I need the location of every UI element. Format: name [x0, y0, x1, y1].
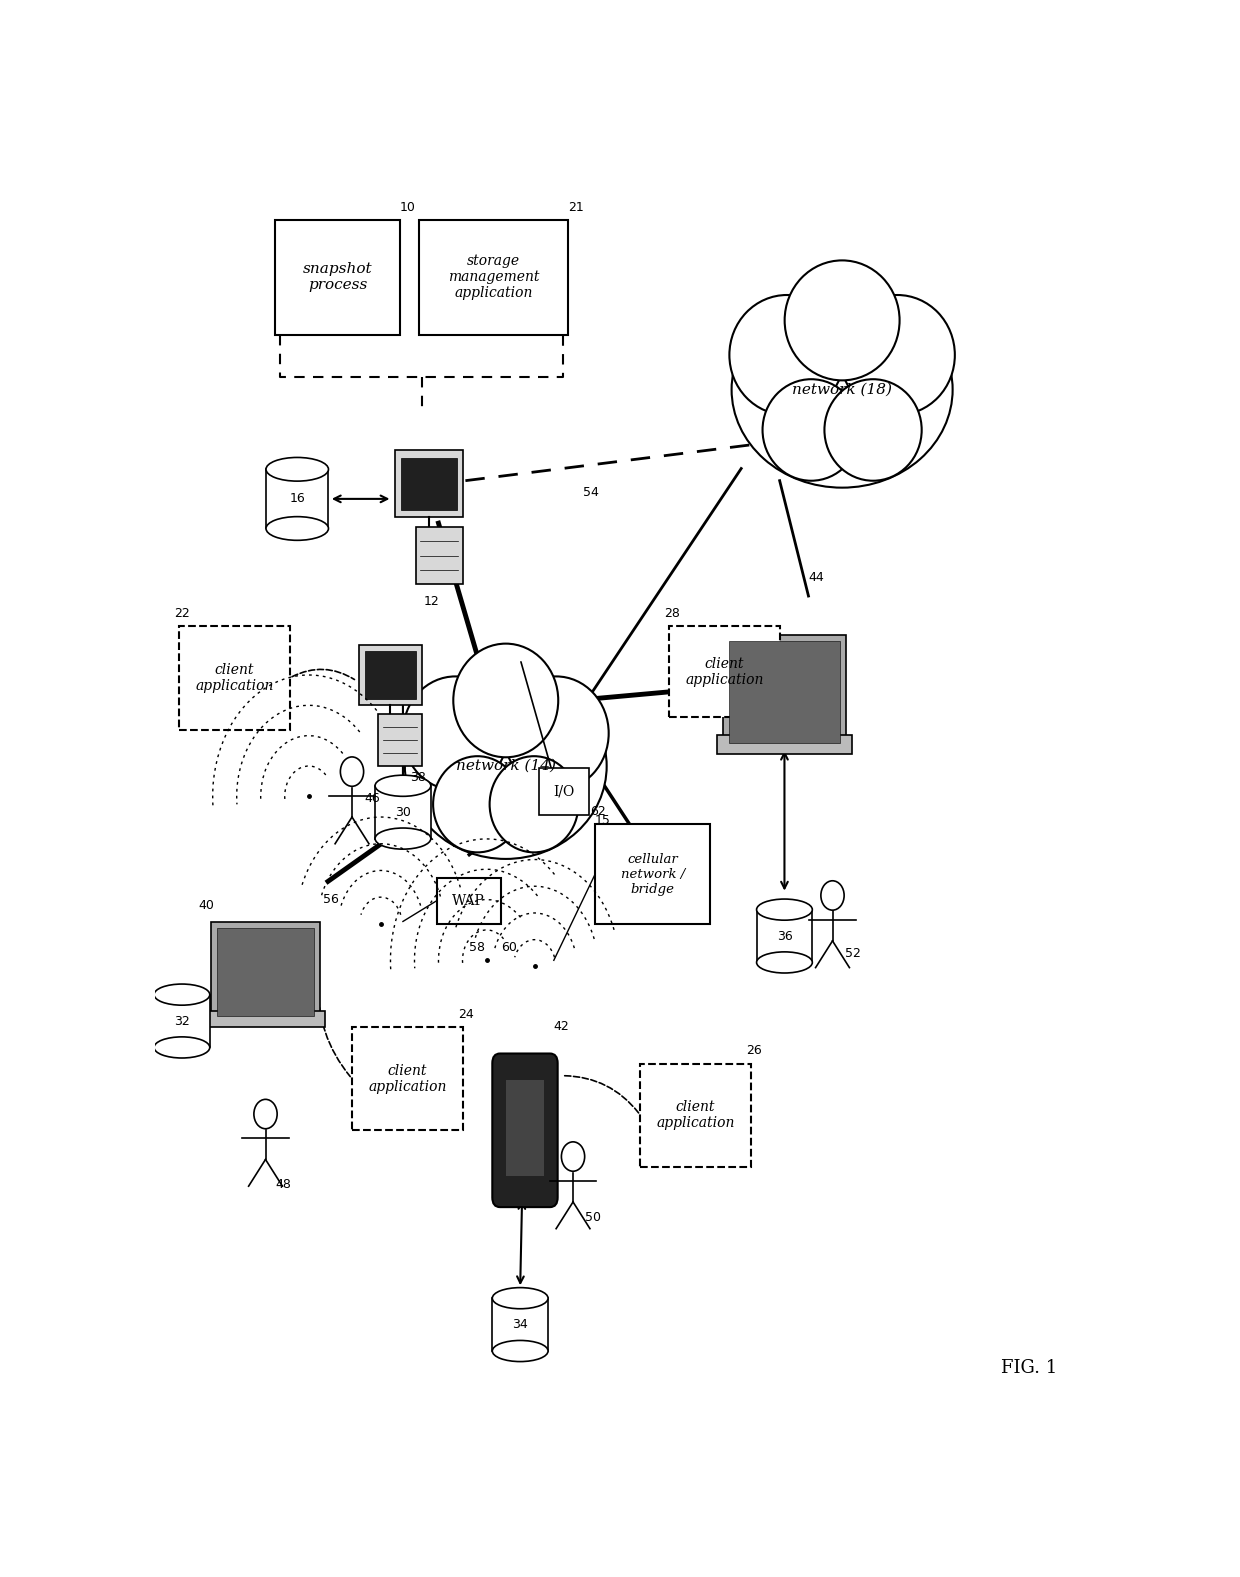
Circle shape — [821, 882, 844, 910]
Text: 40: 40 — [198, 899, 215, 912]
FancyBboxPatch shape — [539, 768, 589, 815]
Ellipse shape — [267, 457, 329, 481]
FancyBboxPatch shape — [179, 626, 290, 730]
Text: network (14): network (14) — [456, 759, 556, 773]
FancyBboxPatch shape — [436, 878, 501, 924]
Text: snapshot
process: snapshot process — [303, 262, 372, 292]
Ellipse shape — [154, 1036, 210, 1058]
Text: storage
management
application: storage management application — [448, 254, 539, 301]
Text: FIG. 1: FIG. 1 — [1001, 1359, 1056, 1377]
FancyBboxPatch shape — [595, 825, 711, 924]
Bar — [365, 651, 417, 699]
Ellipse shape — [374, 776, 430, 796]
Text: 32: 32 — [174, 1014, 190, 1028]
Ellipse shape — [267, 517, 329, 541]
Text: 60: 60 — [501, 941, 517, 954]
Ellipse shape — [492, 1340, 548, 1361]
Text: 15: 15 — [594, 814, 610, 826]
Ellipse shape — [756, 953, 812, 973]
Ellipse shape — [756, 899, 812, 921]
Bar — [206, 1011, 325, 1027]
Circle shape — [254, 1099, 278, 1129]
Text: 48: 48 — [275, 1178, 291, 1191]
Text: 44: 44 — [808, 571, 825, 583]
FancyBboxPatch shape — [670, 626, 780, 718]
Text: 56: 56 — [324, 893, 339, 905]
Text: 58: 58 — [469, 941, 485, 954]
Text: 12: 12 — [424, 595, 440, 609]
Text: WAP: WAP — [453, 894, 485, 908]
Text: 52: 52 — [844, 948, 861, 960]
Text: 26: 26 — [746, 1044, 761, 1058]
Text: network (18): network (18) — [792, 383, 892, 396]
Text: client
application: client application — [195, 662, 274, 694]
Text: 46: 46 — [365, 792, 381, 804]
Bar — [267, 470, 329, 528]
Text: client
application: client application — [368, 1063, 446, 1094]
Bar — [401, 457, 458, 509]
Text: 22: 22 — [174, 607, 190, 620]
Bar — [492, 1298, 548, 1351]
Bar — [729, 642, 839, 743]
Bar — [217, 929, 314, 1017]
FancyBboxPatch shape — [492, 1053, 558, 1206]
FancyBboxPatch shape — [640, 1063, 751, 1167]
Text: 62: 62 — [590, 806, 606, 818]
Bar — [723, 636, 846, 749]
Bar — [415, 527, 464, 583]
Text: 30: 30 — [396, 806, 410, 818]
Ellipse shape — [492, 1288, 548, 1309]
Circle shape — [340, 757, 363, 787]
Text: 28: 28 — [665, 607, 681, 620]
Text: 34: 34 — [512, 1318, 528, 1331]
Text: 38: 38 — [409, 771, 425, 784]
Text: 42: 42 — [554, 1020, 569, 1033]
FancyBboxPatch shape — [419, 219, 568, 334]
Text: 16: 16 — [289, 492, 305, 505]
Text: 21: 21 — [568, 200, 584, 213]
Circle shape — [562, 1142, 585, 1172]
Text: 10: 10 — [401, 200, 415, 213]
Bar — [756, 910, 812, 962]
Text: 50: 50 — [584, 1211, 600, 1224]
Text: 54: 54 — [583, 486, 599, 498]
Text: client
application: client application — [656, 1101, 735, 1131]
Ellipse shape — [154, 984, 210, 1005]
Ellipse shape — [374, 828, 430, 848]
Bar — [506, 1080, 544, 1175]
Bar — [154, 995, 210, 1047]
Bar — [378, 714, 422, 766]
Text: client
application: client application — [686, 656, 764, 688]
Bar — [360, 645, 422, 705]
Text: cellular
network /
bridge: cellular network / bridge — [621, 853, 684, 896]
Text: 24: 24 — [458, 1008, 474, 1020]
Text: 36: 36 — [776, 929, 792, 943]
Text: I/O: I/O — [554, 784, 575, 798]
Bar — [212, 923, 320, 1022]
Bar — [394, 451, 464, 517]
Bar — [374, 785, 430, 839]
FancyBboxPatch shape — [275, 219, 401, 334]
Bar — [717, 735, 852, 754]
FancyBboxPatch shape — [352, 1027, 463, 1131]
